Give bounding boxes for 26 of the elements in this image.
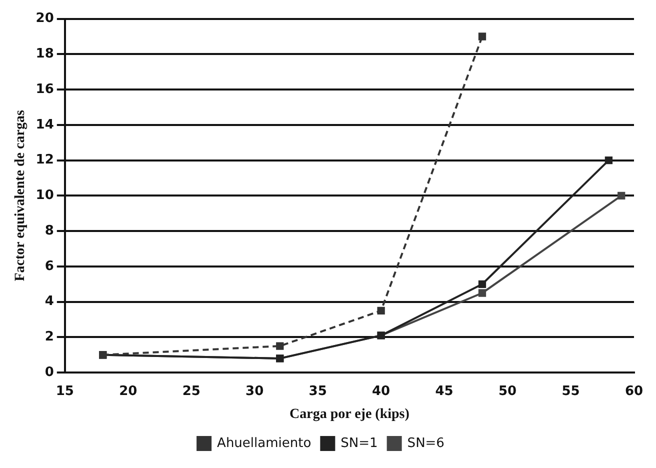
y-tick-label: 0	[44, 364, 54, 380]
x-tick-label: 25	[182, 384, 200, 399]
x-tick-label: 55	[562, 384, 580, 399]
y-tick-label: 20	[36, 11, 54, 26]
y-tick-label: 4	[44, 294, 54, 310]
legend-label: SN=1	[340, 436, 378, 451]
y-tick-label: 12	[36, 152, 54, 168]
y-tick-label: 10	[36, 188, 54, 204]
legend-label: SN=6	[407, 436, 444, 451]
x-tick-label: 60	[624, 384, 644, 399]
y-tick-label: 14	[36, 117, 54, 132]
y-axis-title: Factor equivalente de cargas	[13, 110, 28, 282]
y-tick-label: 2	[44, 330, 54, 345]
y-tick-label: 8	[44, 223, 54, 238]
legend-label: Ahuellamiento	[217, 436, 312, 451]
x-tick-label: 35	[308, 384, 327, 399]
y-tick-label: 16	[36, 82, 54, 97]
x-tick-label: 45	[435, 384, 454, 399]
y-tick-label: 6	[44, 258, 54, 274]
x-tick-label: 15	[56, 384, 74, 399]
x-tick-label: 40	[372, 384, 390, 399]
x-axis-title: Carga por eje (kips)	[289, 407, 410, 422]
x-tick-label: 50	[498, 384, 517, 399]
x-tick-label: 20	[119, 384, 138, 399]
x-tick-label: 30	[246, 384, 264, 399]
y-tick-label: 18	[36, 46, 54, 62]
